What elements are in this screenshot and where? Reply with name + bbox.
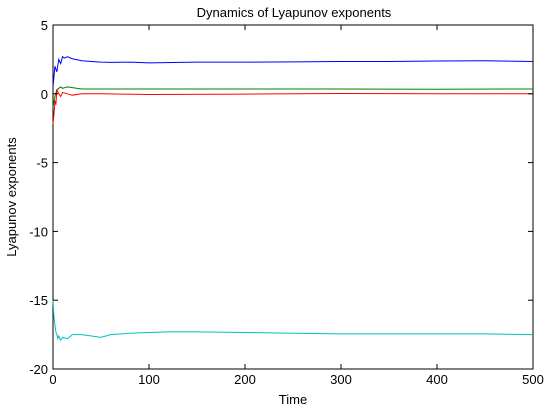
x-tick-label: 300 bbox=[330, 372, 352, 387]
y-tick-label: 0 bbox=[41, 87, 48, 102]
x-tick-label: 500 bbox=[522, 372, 544, 387]
y-tick-label: -20 bbox=[29, 362, 48, 377]
series-line-2 bbox=[52, 86, 534, 108]
x-tick-label: 200 bbox=[234, 372, 256, 387]
series-layer bbox=[52, 55, 534, 342]
y-tick-label: -10 bbox=[29, 224, 48, 239]
x-axis-label: Time bbox=[279, 392, 307, 407]
series-line-3 bbox=[52, 89, 533, 125]
y-tick-label: -15 bbox=[29, 293, 48, 308]
x-axis-ticks: 0 100 200 300 400 500 bbox=[49, 25, 544, 387]
y-axis-label: Lyapunov exponents bbox=[4, 137, 19, 257]
x-tick-label: 400 bbox=[426, 372, 448, 387]
series-line-1 bbox=[52, 55, 534, 87]
x-tick-label: 100 bbox=[138, 372, 160, 387]
y-tick-label: -5 bbox=[36, 156, 48, 171]
plot-area bbox=[52, 24, 534, 370]
y-tick-label: 5 bbox=[41, 18, 48, 33]
y-axis-ticks: 5 0 -5 -10 -15 -20 bbox=[29, 18, 533, 377]
x-tick-label: 0 bbox=[49, 372, 56, 387]
series-line-4 bbox=[52, 300, 534, 342]
chart-title: Dynamics of Lyapunov exponents bbox=[197, 5, 392, 20]
